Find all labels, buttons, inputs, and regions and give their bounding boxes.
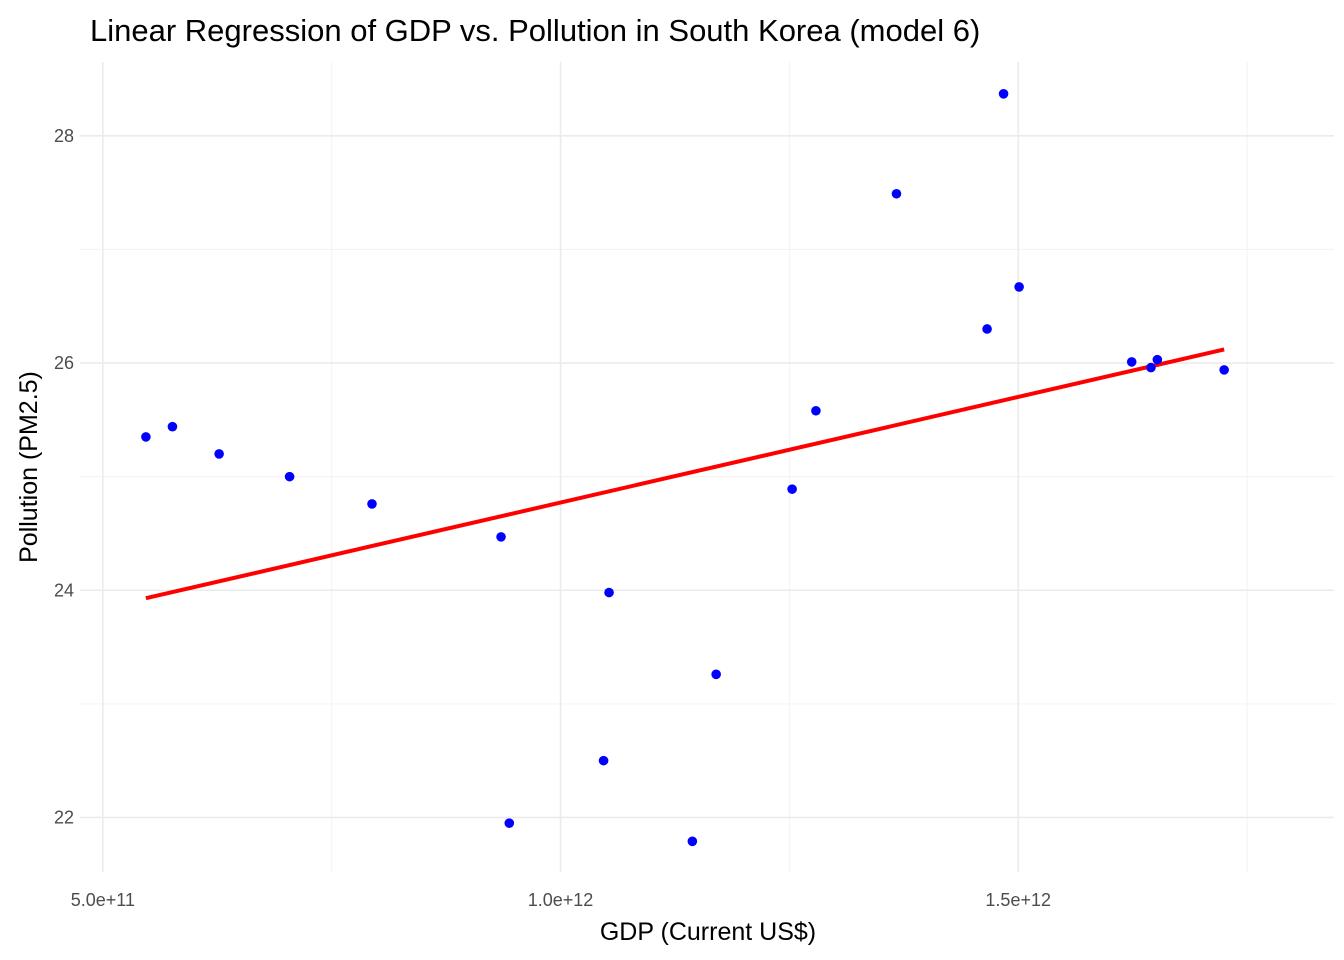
data-point: [1219, 365, 1229, 375]
x-tick-label: 1.0e+12: [528, 890, 594, 910]
data-point: [214, 449, 224, 459]
data-point: [598, 755, 609, 766]
data-point: [891, 188, 902, 199]
data-point: [1126, 357, 1137, 367]
data-point: [811, 405, 821, 416]
y-axis-title: Pollution (PM2.5): [15, 371, 43, 563]
data-point: [998, 89, 1009, 99]
grid: [80, 62, 1334, 872]
data-point: [496, 532, 506, 542]
tick-labels: 5.0e+11 1.0e+12 1.5e+12 22 24 26 28: [54, 126, 1051, 910]
data-point: [167, 421, 178, 432]
data-point: [687, 836, 698, 847]
data-point: [141, 432, 151, 442]
data-point: [787, 484, 797, 494]
regression-line-layer: [145, 347, 1225, 601]
regression-line: [145, 347, 1225, 601]
data-point: [1152, 354, 1163, 365]
data-point: [504, 818, 515, 828]
data-point: [604, 587, 614, 598]
y-tick-label: 26: [54, 353, 74, 373]
data-point: [284, 471, 295, 482]
data-point: [367, 499, 377, 509]
data-point: [1014, 282, 1024, 292]
x-tick-label: 1.5e+12: [985, 890, 1051, 910]
data-point: [1146, 362, 1156, 373]
data-points: [141, 89, 1229, 847]
data-point: [711, 669, 721, 680]
chart-title: Linear Regression of GDP vs. Pollution i…: [90, 13, 980, 48]
data-point: [982, 324, 992, 334]
y-tick-label: 28: [54, 126, 74, 146]
x-tick-label: 5.0e+11: [71, 890, 135, 910]
y-tick-label: 24: [54, 580, 74, 600]
y-tick-label: 22: [54, 807, 74, 827]
x-axis-title: GDP (Current US$): [600, 918, 816, 946]
